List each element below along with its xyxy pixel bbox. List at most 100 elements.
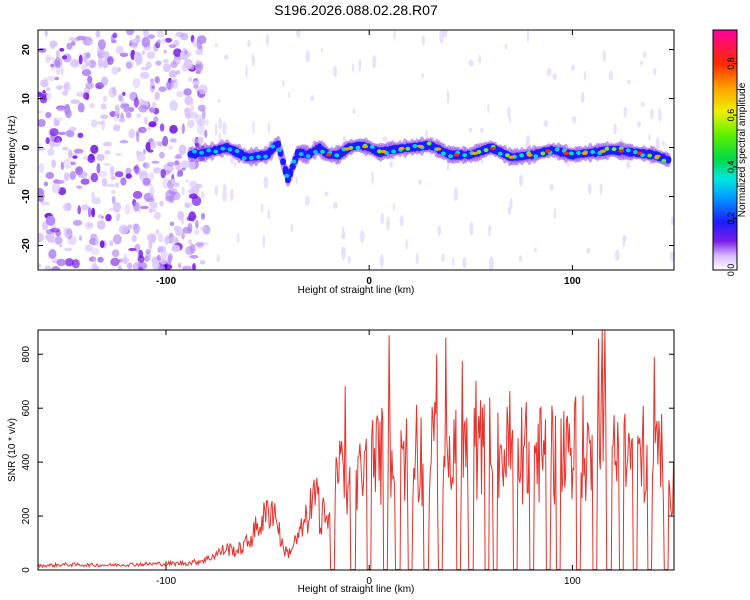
noise-speckle (157, 266, 166, 270)
noise-speckle (145, 61, 152, 69)
noise-speckle (171, 178, 176, 184)
noise-speckle (61, 55, 68, 60)
noise-speckle (163, 49, 167, 54)
ridge-peak (471, 151, 478, 155)
faint-streak (305, 50, 311, 63)
ridge-peak (380, 149, 387, 154)
faint-streak (443, 30, 448, 38)
noise-speckle (170, 61, 178, 69)
noise-speckle (65, 129, 75, 138)
faint-streak (214, 185, 219, 197)
snr-axes: -100 0 100 0 200 400 600 800 (21, 330, 674, 587)
faint-streak (488, 256, 494, 270)
noise-speckle (178, 262, 182, 269)
x-tick-label: 100 (564, 276, 581, 287)
noise-speckle (81, 204, 90, 211)
faint-streak (650, 108, 654, 120)
noise-speckle (185, 179, 189, 183)
snr-x-label: Height of straight line (km) (298, 584, 415, 595)
faint-streak (214, 123, 218, 137)
noise-speckle (126, 61, 133, 69)
faint-streak (518, 255, 522, 262)
noise-speckle (45, 92, 52, 100)
faint-streak (263, 176, 269, 189)
noise-speckle (113, 202, 121, 213)
ridge-peak (508, 155, 515, 159)
ridge-highlight (405, 146, 411, 151)
noise-speckle (114, 171, 124, 178)
faint-streak (508, 116, 512, 123)
faint-streak (265, 33, 270, 47)
noise-speckle (180, 160, 191, 169)
noise-speckle (155, 229, 160, 235)
noise-speckle (77, 102, 85, 113)
noise-speckle (147, 233, 157, 243)
noise-speckle (181, 47, 188, 55)
faint-streak (478, 54, 482, 64)
noise-speckle (128, 92, 136, 101)
noise-speckle (70, 59, 80, 68)
noise-speckle (72, 155, 78, 159)
faint-streak (304, 195, 310, 206)
ridge-highlight (661, 158, 667, 163)
noise-speckle (169, 124, 178, 134)
noise-speckle (88, 59, 97, 69)
noise-speckle (59, 243, 63, 248)
y-tick-label: 0 (21, 567, 32, 573)
faint-streak (468, 59, 474, 67)
faint-streak (222, 190, 227, 203)
ridge-highlight (590, 150, 596, 154)
noise-speckle (154, 91, 160, 101)
noise-speckle (49, 40, 58, 48)
noise-speckle (96, 220, 106, 230)
noise-speckle (135, 54, 143, 65)
ridge-highlight (213, 149, 219, 154)
noise-speckle (118, 118, 126, 123)
noise-speckle (139, 71, 150, 79)
ridge-highlight (249, 155, 254, 160)
ridge-highlight (618, 146, 624, 151)
ridge-core (289, 163, 296, 170)
ridge-highlight (192, 149, 197, 154)
noise-speckle (121, 103, 130, 108)
ridge-highlight (561, 148, 567, 153)
noise-speckle (196, 39, 203, 50)
noise-speckle (128, 247, 137, 252)
faint-streak (214, 43, 219, 48)
noise-speckle (183, 88, 192, 96)
faint-streak (389, 161, 393, 168)
noise-speckle (91, 119, 98, 128)
noise-speckle (199, 260, 206, 265)
y-tick-label: 0 (21, 144, 32, 150)
noise-speckle (175, 226, 182, 237)
faint-streak (200, 191, 205, 200)
noise-speckle (120, 177, 127, 186)
faint-streak (252, 120, 255, 135)
noise-speckle (97, 214, 103, 219)
noise-speckle (50, 227, 61, 233)
noise-speckle (38, 110, 43, 114)
noise-speckle (168, 145, 174, 150)
noise-speckle (135, 131, 140, 143)
noise-speckle (187, 119, 195, 128)
noise-speckle (100, 103, 107, 110)
noise-speckle (192, 80, 200, 85)
noise-speckle (83, 92, 90, 100)
faint-streak (189, 102, 194, 115)
noise-speckle (187, 188, 195, 194)
noise-speckle (160, 38, 167, 45)
faint-streak (372, 55, 377, 68)
ridge-peak (563, 151, 570, 155)
noise-speckle (56, 106, 66, 112)
noise-speckle (158, 86, 167, 92)
faint-streak (216, 254, 220, 263)
faint-streak (320, 47, 324, 52)
ridge-highlight (412, 144, 418, 149)
noise-speckle (200, 213, 206, 220)
faint-streak (603, 49, 606, 63)
noise-speckle (180, 218, 184, 225)
faint-streak (504, 43, 508, 50)
faint-streak (670, 216, 674, 226)
noise-speckle (154, 76, 160, 84)
noise-speckle (164, 235, 170, 246)
